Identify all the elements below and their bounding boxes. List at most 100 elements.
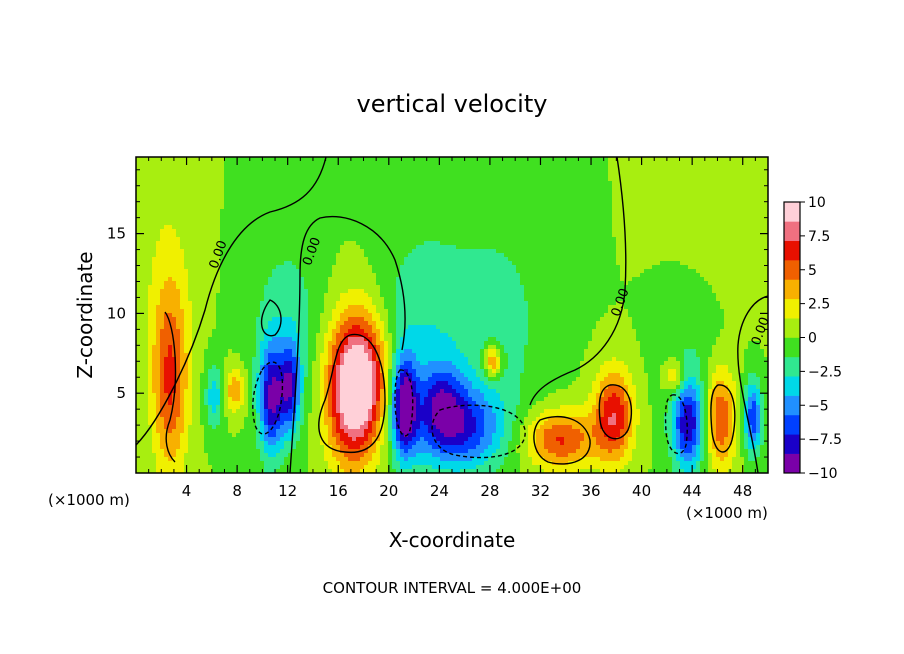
field-cell bbox=[428, 169, 433, 174]
field-cell bbox=[572, 253, 577, 258]
field-cell bbox=[732, 265, 737, 270]
field-cell bbox=[316, 281, 321, 286]
field-cell bbox=[164, 157, 169, 162]
field-cell bbox=[500, 281, 505, 286]
field-cell bbox=[500, 245, 505, 250]
field-cell bbox=[244, 269, 249, 274]
field-cell bbox=[148, 253, 153, 258]
field-cell bbox=[248, 185, 253, 190]
field-cell bbox=[372, 189, 377, 194]
field-cell bbox=[720, 265, 725, 270]
field-cell bbox=[204, 169, 209, 174]
field-cell bbox=[200, 201, 205, 206]
field-cell bbox=[484, 257, 489, 262]
field-cell bbox=[328, 233, 333, 238]
field-cell bbox=[584, 269, 589, 274]
field-cell bbox=[336, 221, 341, 226]
field-cell bbox=[656, 193, 661, 198]
field-cell bbox=[528, 213, 533, 218]
field-cell bbox=[444, 269, 449, 274]
field-cell bbox=[736, 241, 741, 246]
field-cell bbox=[256, 265, 261, 270]
field-cell bbox=[472, 257, 477, 262]
field-cell bbox=[140, 193, 145, 198]
field-cell bbox=[484, 229, 489, 234]
field-cell bbox=[184, 229, 189, 234]
field-cell bbox=[260, 185, 265, 190]
field-cell bbox=[636, 181, 641, 186]
field-cell bbox=[596, 181, 601, 186]
field-cell bbox=[752, 229, 757, 234]
field-cell bbox=[152, 253, 157, 258]
field-cell bbox=[464, 177, 469, 182]
field-cell bbox=[748, 161, 753, 166]
field-cell bbox=[476, 229, 481, 234]
field-cell bbox=[272, 177, 277, 182]
field-cell bbox=[212, 189, 217, 194]
field-cell bbox=[292, 197, 297, 202]
field-cell bbox=[348, 197, 353, 202]
field-cell bbox=[504, 229, 509, 234]
field-cell bbox=[752, 265, 757, 270]
field-cell bbox=[260, 217, 265, 222]
field-cell bbox=[176, 169, 181, 174]
field-cell bbox=[352, 193, 357, 198]
field-cell bbox=[468, 261, 473, 266]
field-cell bbox=[396, 217, 401, 222]
field-cell bbox=[700, 261, 705, 266]
field-cell bbox=[296, 157, 301, 162]
field-cell bbox=[452, 181, 457, 186]
field-cell bbox=[712, 241, 717, 246]
field-cell bbox=[536, 161, 541, 166]
field-cell bbox=[624, 157, 629, 162]
field-cell bbox=[544, 257, 549, 262]
field-cell bbox=[516, 165, 521, 170]
field-cell bbox=[572, 181, 577, 186]
field-cell bbox=[428, 213, 433, 218]
field-cell bbox=[164, 173, 169, 178]
field-cell bbox=[244, 173, 249, 178]
field-cell bbox=[764, 205, 768, 210]
field-cell bbox=[640, 197, 645, 202]
field-cell bbox=[608, 229, 613, 234]
field-cell bbox=[692, 217, 697, 222]
field-cell bbox=[280, 213, 285, 218]
field-cell bbox=[704, 229, 709, 234]
field-cell bbox=[620, 245, 625, 250]
field-cell bbox=[380, 213, 385, 218]
field-cell bbox=[220, 273, 225, 278]
field-cell bbox=[612, 161, 617, 166]
field-cell bbox=[572, 249, 577, 254]
field-cell bbox=[188, 181, 193, 186]
field-cell bbox=[624, 197, 629, 202]
field-cell bbox=[348, 169, 353, 174]
field-cell bbox=[176, 277, 181, 282]
field-cell bbox=[476, 197, 481, 202]
field-cell bbox=[528, 277, 533, 282]
field-cell bbox=[416, 177, 421, 182]
field-cell bbox=[748, 245, 753, 250]
field-cell bbox=[588, 165, 593, 170]
field-cell bbox=[588, 273, 593, 278]
field-cell bbox=[760, 237, 765, 242]
field-cell bbox=[388, 257, 393, 262]
field-cell bbox=[756, 261, 761, 266]
field-cell bbox=[360, 225, 365, 230]
field-cell bbox=[184, 265, 189, 270]
field-cell bbox=[492, 245, 497, 250]
field-cell bbox=[516, 253, 521, 258]
field-cell bbox=[628, 265, 633, 270]
field-cell bbox=[204, 265, 209, 270]
field-cell bbox=[364, 205, 369, 210]
field-cell bbox=[720, 269, 725, 274]
field-cell bbox=[668, 269, 673, 274]
field-cell bbox=[448, 225, 453, 230]
field-cell bbox=[732, 237, 737, 242]
field-cell bbox=[700, 209, 705, 214]
field-cell bbox=[476, 185, 481, 190]
field-cell bbox=[704, 173, 709, 178]
field-cell bbox=[256, 261, 261, 266]
field-cell bbox=[256, 209, 261, 214]
field-cell bbox=[664, 253, 669, 258]
field-cell bbox=[532, 177, 537, 182]
